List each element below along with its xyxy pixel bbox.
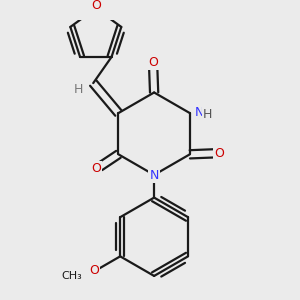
Text: CH₃: CH₃ <box>61 271 82 281</box>
Text: N: N <box>149 169 159 182</box>
Text: O: O <box>148 56 158 69</box>
Text: O: O <box>89 264 99 277</box>
Text: O: O <box>214 147 224 160</box>
Text: O: O <box>91 0 101 12</box>
Text: O: O <box>91 162 101 175</box>
Text: N: N <box>195 106 204 118</box>
Text: H: H <box>203 108 212 121</box>
Text: H: H <box>74 83 83 96</box>
